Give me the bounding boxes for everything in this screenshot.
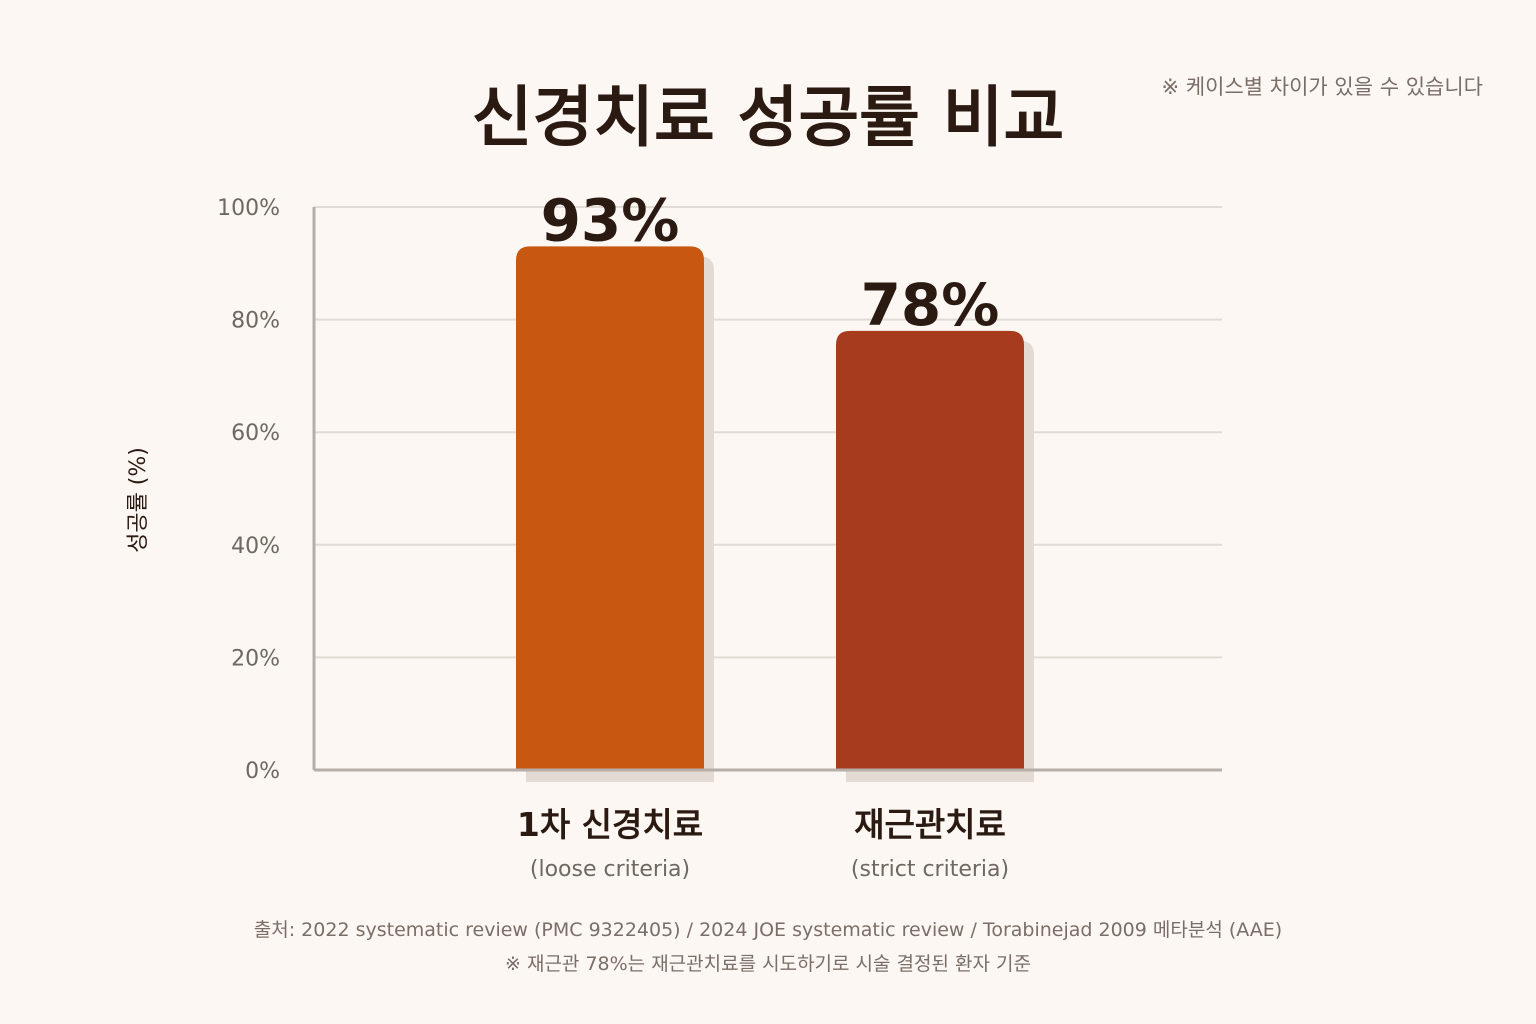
y-tick-label: 0% xyxy=(245,759,280,784)
y-tick-label: 40% xyxy=(231,534,280,559)
category-sublabel-loose-criteria: (loose criteria) xyxy=(530,857,690,882)
y-axis-ticks: 0% 20% 40% 60% 80% 100% xyxy=(217,196,280,784)
bar-0 xyxy=(516,246,704,770)
y-tick-label: 60% xyxy=(231,421,280,446)
retreatment-note: ※ 재근관 78%는 재근관치료를 시도하기로 시술 결정된 환자 기준 xyxy=(505,953,1031,975)
source-citation: 출처: 2022 systematic review (PMC 9322405)… xyxy=(254,919,1282,941)
case-variation-note: ※ 케이스별 차이가 있을 수 있습니다 xyxy=(1162,75,1483,99)
category-label-first-root-canal: 1차 신경치료 xyxy=(517,805,703,844)
grid xyxy=(314,206,1222,659)
bar-1 xyxy=(836,330,1024,770)
y-tick-label: 20% xyxy=(231,646,280,671)
bars-layer: 93% 78% xyxy=(516,186,1034,782)
category-label-retreatment: 재근관치료 xyxy=(854,805,1006,844)
value-label-0: 93% xyxy=(541,186,680,254)
y-axis-label: 성공률 (%) xyxy=(126,447,151,553)
x-axis-labels: 1차 신경치료 (loose criteria) 재근관치료 (strict c… xyxy=(517,805,1009,882)
y-tick-label: 100% xyxy=(217,196,280,221)
chart-title: 신경치료 성공률 비교 xyxy=(472,79,1064,156)
y-tick-label: 80% xyxy=(231,309,280,334)
category-sublabel-strict-criteria: (strict criteria) xyxy=(851,857,1009,882)
value-label-1: 78% xyxy=(861,271,1000,339)
